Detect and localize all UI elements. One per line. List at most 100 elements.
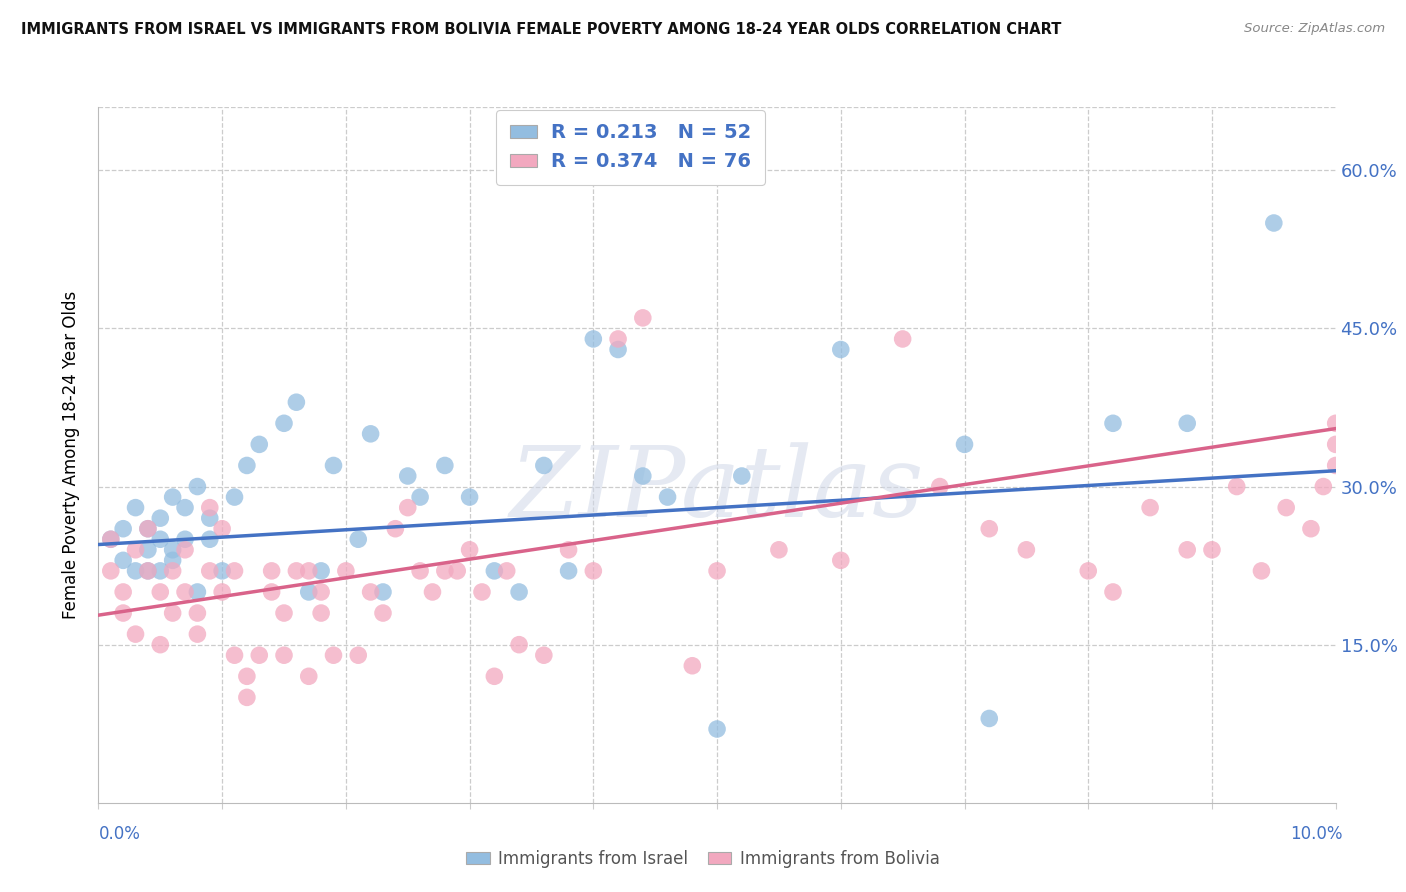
Point [830,343,852,357]
Point [236,458,259,473]
Point [112,553,135,567]
Point [309,564,332,578]
Point [928,479,950,493]
Point [174,533,197,547]
Point [247,648,270,663]
Point [298,669,321,683]
Point [891,332,914,346]
Point [631,310,654,325]
Point [706,722,728,736]
Point [211,522,233,536]
Point [347,533,370,547]
Point [149,511,172,525]
Point [322,648,344,663]
Point [484,669,506,683]
Point [495,564,517,578]
Point [236,669,259,683]
Point [1226,479,1249,493]
Point [384,522,406,536]
Point [360,585,382,599]
Point [273,606,295,620]
Point [1102,585,1125,599]
Point [124,564,146,578]
Point [136,522,159,536]
Point [706,564,728,578]
Point [298,564,321,578]
Point [174,585,197,599]
Point [335,564,357,578]
Point [273,417,295,431]
Point [347,648,370,663]
Point [211,585,233,599]
Point [422,585,444,599]
Point [1324,437,1347,451]
Point [149,533,172,547]
Point [298,585,321,599]
Legend: R = 0.213   N = 52, R = 0.374   N = 76: R = 0.213 N = 52, R = 0.374 N = 76 [496,110,765,185]
Point [100,533,122,547]
Point [979,711,1001,725]
Point [186,627,208,641]
Text: 10.0%: 10.0% [1291,825,1343,843]
Point [174,500,197,515]
Point [1263,216,1285,230]
Point [1324,417,1347,431]
Point [136,564,159,578]
Point [136,564,159,578]
Point [124,500,146,515]
Point [1299,522,1322,536]
Point [953,437,976,451]
Point [1015,542,1038,557]
Point [198,533,221,547]
Point [433,458,456,473]
Point [557,564,579,578]
Point [285,395,308,409]
Point [371,606,394,620]
Text: ZIPatlas: ZIPatlas [510,442,924,537]
Point [582,332,605,346]
Point [508,638,530,652]
Point [731,469,754,483]
Text: IMMIGRANTS FROM ISRAEL VS IMMIGRANTS FROM BOLIVIA FEMALE POVERTY AMONG 18-24 YEA: IMMIGRANTS FROM ISRAEL VS IMMIGRANTS FRO… [21,22,1062,37]
Point [1102,417,1125,431]
Point [471,585,494,599]
Point [557,542,579,557]
Point [322,458,344,473]
Point [309,585,332,599]
Point [174,542,197,557]
Point [433,564,456,578]
Point [1312,479,1334,493]
Point [224,490,246,504]
Point [124,542,146,557]
Point [409,564,432,578]
Point [162,564,184,578]
Point [1275,500,1298,515]
Point [607,343,630,357]
Point [979,522,1001,536]
Point [198,511,221,525]
Point [371,585,394,599]
Point [1175,542,1198,557]
Point [112,606,135,620]
Point [198,564,221,578]
Point [396,469,419,483]
Text: Source: ZipAtlas.com: Source: ZipAtlas.com [1244,22,1385,36]
Point [136,542,159,557]
Point [285,564,308,578]
Point [681,658,703,673]
Point [112,522,135,536]
Point [100,533,122,547]
Point [162,553,184,567]
Point [149,638,172,652]
Point [458,542,481,557]
Point [162,490,184,504]
Text: 0.0%: 0.0% [98,825,141,843]
Point [631,469,654,483]
Point [186,585,208,599]
Point [260,585,283,599]
Point [309,606,332,620]
Point [211,564,233,578]
Point [186,479,208,493]
Point [1175,417,1198,431]
Point [458,490,481,504]
